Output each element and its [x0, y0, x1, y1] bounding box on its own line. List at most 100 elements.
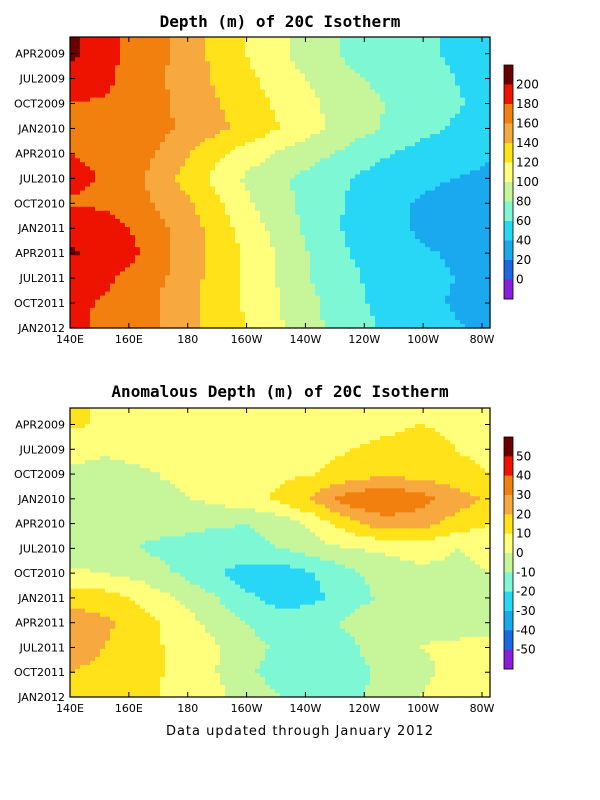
heatmap-cell: [360, 186, 366, 192]
heatmap-cell: [150, 226, 156, 232]
heatmap-cell: [180, 222, 186, 228]
heatmap-cell: [460, 259, 466, 264]
heatmap-cell: [390, 97, 396, 103]
heatmap-cell: [165, 174, 171, 180]
heatmap-cell: [300, 271, 306, 277]
heatmap-cell: [320, 154, 326, 159]
heatmap-cell: [430, 121, 436, 127]
heatmap-cell: [75, 182, 81, 188]
heatmap-cell: [315, 170, 321, 176]
heatmap-cell: [250, 263, 256, 268]
heatmap-cell: [430, 251, 436, 256]
heatmap-cell: [370, 222, 376, 228]
heatmap-cell: [305, 194, 311, 200]
heatmap-cell: [180, 263, 186, 268]
heatmap-cell: [475, 174, 481, 180]
heatmap-cell: [270, 73, 276, 79]
heatmap-cell: [360, 101, 366, 107]
heatmap-cell: [450, 85, 456, 91]
heatmap-cell: [265, 53, 271, 58]
heatmap-cell: [405, 73, 411, 79]
heatmap-cell: [300, 109, 306, 115]
heatmap-cell: [405, 109, 411, 115]
heatmap-cell: [385, 251, 391, 256]
heatmap-cell: [230, 194, 236, 200]
heatmap-cell: [95, 142, 101, 147]
heatmap-cell: [380, 198, 386, 204]
heatmap-cell: [205, 198, 211, 204]
heatmap-cell: [475, 210, 481, 216]
heatmap-cell: [220, 146, 226, 151]
heatmap-cell: [360, 170, 366, 176]
heatmap-cell: [165, 158, 171, 163]
heatmap-cell: [250, 37, 256, 42]
heatmap-cell: [160, 275, 166, 281]
heatmap-cell: [335, 170, 341, 176]
heatmap-cell: [275, 174, 281, 180]
heatmap-cell: [465, 231, 471, 236]
heatmap-cell: [400, 263, 406, 268]
heatmap-cell: [115, 61, 121, 66]
heatmap-cell: [455, 259, 461, 264]
heatmap-cell: [190, 97, 196, 103]
heatmap-cell: [395, 69, 401, 74]
heatmap-cell: [85, 178, 91, 184]
heatmap-cell: [485, 166, 491, 171]
heatmap-cell: [135, 263, 141, 268]
heatmap-cell: [345, 154, 351, 159]
heatmap-cell: [455, 190, 461, 196]
heatmap-cell: [75, 101, 81, 107]
heatmap-cell: [405, 53, 411, 58]
heatmap-cell: [410, 247, 416, 252]
heatmap-cell: [465, 138, 471, 143]
heatmap-cell: [305, 186, 311, 192]
heatmap-cell: [110, 194, 116, 200]
heatmap-cell: [320, 178, 326, 184]
heatmap-cell: [475, 117, 481, 123]
heatmap-cell: [265, 41, 271, 46]
heatmap-cell: [95, 105, 101, 111]
heatmap-cell: [420, 174, 426, 180]
heatmap-cell: [375, 37, 381, 42]
heatmap-cell: [330, 259, 336, 264]
heatmap-cell: [340, 69, 346, 74]
heatmap-cell: [480, 235, 486, 240]
heatmap-cell: [415, 190, 421, 196]
heatmap-cell: [310, 57, 316, 62]
heatmap-cell: [85, 117, 91, 123]
heatmap-cell: [410, 214, 416, 220]
heatmap-cell: [230, 73, 236, 79]
heatmap-cell: [235, 89, 241, 95]
heatmap-cell: [210, 45, 216, 50]
heatmap-cell: [285, 158, 291, 163]
heatmap-cell: [440, 85, 446, 91]
heatmap-cell: [320, 45, 326, 50]
heatmap-cell: [105, 146, 111, 151]
heatmap-cell: [260, 239, 266, 244]
heatmap-cell: [75, 178, 81, 184]
heatmap-cell: [380, 97, 386, 103]
heatmap-cell: [235, 239, 241, 244]
heatmap-cell: [380, 162, 386, 167]
heatmap-cell: [325, 222, 331, 228]
heatmap-cell: [125, 101, 131, 107]
heatmap-cell: [120, 41, 126, 46]
heatmap-cell: [90, 142, 96, 147]
heatmap-cell: [120, 37, 126, 42]
heatmap-cell: [115, 65, 121, 70]
heatmap-cell: [315, 174, 321, 180]
heatmap-cell: [355, 45, 361, 50]
heatmap-cell: [265, 37, 271, 42]
heatmap-cell: [475, 190, 481, 196]
heatmap-cell: [220, 101, 226, 107]
heatmap-cell: [155, 267, 161, 273]
heatmap-cell: [370, 65, 376, 70]
heatmap-cell: [355, 194, 361, 200]
heatmap-cell: [100, 255, 106, 260]
heatmap-cell: [140, 138, 146, 143]
heatmap-cell: [195, 129, 201, 135]
heatmap-cell: [70, 93, 76, 99]
heatmap-cell: [160, 154, 166, 159]
heatmap-cell: [275, 41, 281, 46]
heatmap-cell: [375, 57, 381, 62]
